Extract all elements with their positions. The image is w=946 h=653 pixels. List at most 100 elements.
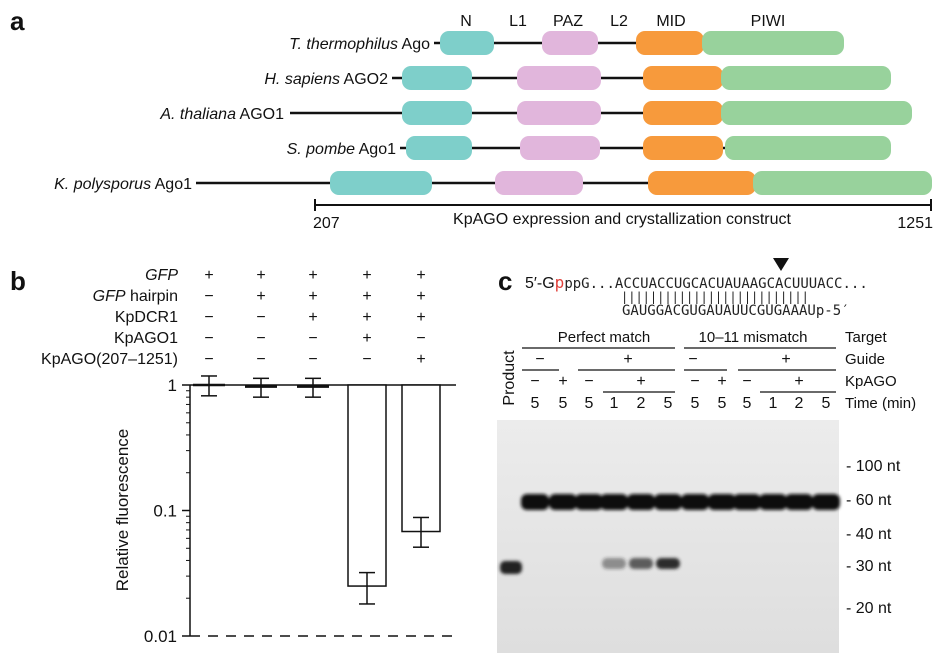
condition-sign: + xyxy=(416,288,425,305)
gel-band-product xyxy=(656,558,680,569)
condition-sign: − xyxy=(204,330,213,347)
gel-band-60nt xyxy=(600,494,628,510)
row-label-target: Target xyxy=(845,329,888,346)
time-value: 5 xyxy=(559,395,568,412)
condition-sign: − xyxy=(256,330,265,347)
panel-c-label: c xyxy=(498,266,512,296)
domain-label-l2: L2 xyxy=(610,13,628,30)
kpago-sign: + xyxy=(558,373,567,390)
time-value: 5 xyxy=(718,395,727,412)
domain-label-piwi: PIWI xyxy=(751,13,786,30)
guide-sign: − xyxy=(535,351,544,368)
domain-piwi xyxy=(725,136,891,160)
panel-a: a N L1 PAZ L2 MID PIWI T. thermophilus A… xyxy=(10,6,933,232)
domain-mid xyxy=(643,101,723,125)
gel-image xyxy=(497,420,840,653)
condition-sign: + xyxy=(256,288,265,305)
marker-100nt: - 100 nt xyxy=(846,458,901,475)
domain-piwi xyxy=(702,31,844,55)
time-value: 5 xyxy=(691,395,700,412)
group-perfect-match: Perfect match xyxy=(558,329,651,346)
panel-b-label: b xyxy=(10,266,26,296)
condition-label-gfp: GFP xyxy=(145,267,178,284)
domain-label-l1: L1 xyxy=(509,13,527,30)
condition-label-kpdcr1: KpDCR1 xyxy=(115,309,178,326)
guide-sequence: GAUGGACGUGAUAUUCGUGAAAUp-5′ xyxy=(622,303,850,319)
svg-text:H. sapiens AGO2: H. sapiens AGO2 xyxy=(264,71,388,88)
time-value: 1 xyxy=(769,395,778,412)
time-value: 5 xyxy=(822,395,831,412)
target-sequence: 5′-GpppG...ACCUACCUGCACUAUAAGCACUUUACC..… xyxy=(525,273,868,292)
row-label-guide: Guide xyxy=(845,351,885,368)
condition-sign: + xyxy=(308,267,317,284)
gel-band-60nt xyxy=(733,494,761,510)
tick-label: 0.01 xyxy=(144,627,177,646)
time-value: 2 xyxy=(795,395,804,412)
domain-mid xyxy=(648,171,756,195)
time-value: 5 xyxy=(531,395,540,412)
condition-sign: + xyxy=(204,267,213,284)
tick-label: 1 xyxy=(168,376,177,395)
kpago-sign: + xyxy=(794,373,803,390)
time-value: 2 xyxy=(637,395,646,412)
domain-mid xyxy=(636,31,704,55)
condition-label-kpago-construct: KpAGO(207–1251) xyxy=(41,351,178,368)
gel-band-60nt xyxy=(575,494,603,510)
svg-text:K. polysporus Ago1: K. polysporus Ago1 xyxy=(54,176,192,193)
construct-end: 1251 xyxy=(897,215,933,232)
kpago-sign: − xyxy=(584,373,593,390)
marker-60nt: - 60 nt xyxy=(846,492,892,509)
condition-sign: + xyxy=(308,288,317,305)
kpago-sign: − xyxy=(690,373,699,390)
species-name: H. sapiens xyxy=(264,71,340,88)
construct-bracket: 207 KpAGO expression and crystallization… xyxy=(313,199,933,232)
domain-label-mid: MID xyxy=(656,13,685,30)
condition-sign: + xyxy=(256,267,265,284)
condition-sign: − xyxy=(204,288,213,305)
construct-label: KpAGO expression and crystallization con… xyxy=(453,211,791,228)
protein-name: Ago1 xyxy=(359,141,396,158)
gel-band-60nt xyxy=(681,494,709,510)
condition-sign: + xyxy=(308,309,317,326)
protein-name: Ago xyxy=(402,36,431,53)
condition-sign: − xyxy=(308,351,317,368)
domain-paz xyxy=(520,136,600,160)
domain-piwi xyxy=(721,101,912,125)
condition-sign: − xyxy=(204,351,213,368)
bar-series xyxy=(193,375,441,605)
domain-label-n: N xyxy=(460,13,472,30)
condition-sign: + xyxy=(416,351,425,368)
domain-paz xyxy=(542,31,598,55)
panel-b: b GFP GFP hairpin KpDCR1 KpAGO1 KpAGO(20… xyxy=(10,266,456,646)
species-name: K. polysporus xyxy=(54,176,151,193)
time-value: 5 xyxy=(585,395,594,412)
gel-band-60nt xyxy=(812,494,840,510)
condition-sign: − xyxy=(256,309,265,326)
condition-sign: + xyxy=(362,330,371,347)
domain-mid xyxy=(643,136,723,160)
group-mismatch: 10–11 mismatch xyxy=(699,329,808,346)
protein-row-kpo: K. polysporus Ago1 xyxy=(54,171,932,195)
gel-band-product xyxy=(602,558,626,569)
guide-sign: − xyxy=(688,351,697,368)
domain-n xyxy=(402,66,472,90)
kpago-sign: + xyxy=(717,373,726,390)
gel-band-60nt xyxy=(627,494,655,510)
domain-paz xyxy=(495,171,583,195)
condition-sign-matrix: + + + + + − + + + + − − + + + − − − + − − − − − + xyxy=(204,267,425,368)
y-axis-ticks: 1 0.1 0.01 xyxy=(144,376,190,646)
gel-band-60nt xyxy=(785,494,813,510)
row-label-kpago: KpAGO xyxy=(845,373,897,390)
condition-sign: + xyxy=(416,267,425,284)
row-label-time: Time (min) xyxy=(845,395,916,412)
gel-band-60nt xyxy=(521,494,549,510)
cleavage-site-arrow xyxy=(773,258,789,271)
condition-sign: − xyxy=(204,309,213,326)
domain-label-paz: PAZ xyxy=(553,13,583,30)
gel-band-60nt xyxy=(549,494,577,510)
species-name: A. thaliana xyxy=(159,106,236,123)
condition-sign: − xyxy=(362,351,371,368)
gel-band-product xyxy=(629,558,653,569)
